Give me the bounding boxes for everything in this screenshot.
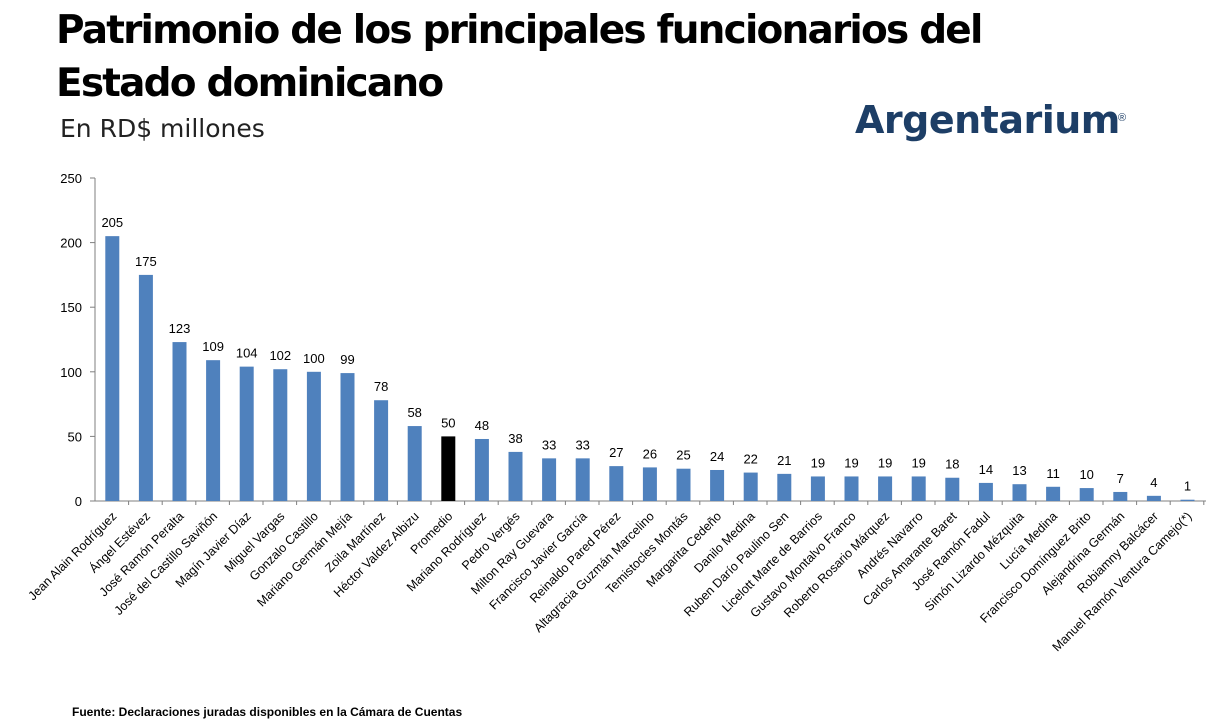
chart-title: Patrimonio de los principales funcionari… — [56, 8, 983, 106]
data-label: 50 — [441, 415, 455, 430]
bar-promedio — [441, 436, 456, 501]
bar — [239, 366, 254, 501]
data-label: 78 — [374, 379, 388, 394]
data-label: 100 — [303, 351, 325, 366]
data-label: 19 — [911, 455, 925, 470]
data-label: 99 — [340, 352, 354, 367]
bar — [710, 469, 725, 501]
registered-mark: ® — [1118, 112, 1127, 124]
bar — [105, 236, 120, 501]
data-label: 33 — [575, 437, 589, 452]
bar — [575, 458, 590, 501]
data-label: 19 — [811, 455, 825, 470]
bar — [138, 274, 153, 501]
bar — [844, 476, 859, 501]
bar — [407, 426, 422, 501]
data-label: 104 — [236, 346, 258, 361]
bar — [374, 400, 389, 501]
bar — [978, 482, 993, 501]
data-label: 48 — [475, 418, 489, 433]
bar — [1012, 484, 1027, 501]
bar — [1046, 486, 1061, 501]
argentarium-logo: Argentarium — [855, 98, 1120, 142]
chart-subtitle: En RD$ millones — [60, 114, 265, 143]
bar — [306, 371, 321, 501]
y-tick-label: 100 — [60, 365, 82, 380]
data-label: 19 — [844, 455, 858, 470]
data-label: 24 — [710, 449, 724, 464]
data-label: 11 — [1046, 466, 1060, 481]
y-tick-label: 0 — [75, 494, 82, 509]
data-label: 13 — [1012, 463, 1026, 478]
data-label: 58 — [407, 405, 421, 420]
bar — [508, 451, 523, 501]
data-label: 102 — [269, 348, 291, 363]
bar — [743, 472, 758, 501]
data-label: 123 — [169, 321, 191, 336]
bar — [1079, 488, 1094, 501]
y-tick-label: 50 — [68, 429, 82, 444]
bar — [206, 360, 221, 501]
bar — [945, 477, 960, 501]
data-label: 18 — [945, 457, 959, 472]
bar — [273, 369, 288, 501]
data-label: 14 — [979, 462, 993, 477]
bar — [642, 467, 657, 501]
data-label: 10 — [1079, 467, 1093, 482]
bar — [878, 476, 893, 501]
bar — [340, 373, 355, 501]
data-label: 27 — [609, 445, 623, 460]
bar — [1146, 495, 1161, 501]
data-label: 38 — [508, 431, 522, 446]
data-label: 33 — [542, 437, 556, 452]
bar — [474, 438, 489, 501]
y-tick-label: 250 — [60, 171, 82, 186]
bar — [1113, 491, 1128, 501]
data-label: 175 — [135, 254, 157, 269]
data-label: 21 — [777, 453, 791, 468]
bar — [542, 458, 557, 501]
bar — [676, 468, 691, 501]
data-label: 109 — [202, 339, 224, 354]
data-label: 4 — [1150, 475, 1157, 490]
data-label: 7 — [1117, 471, 1124, 486]
data-label: 26 — [643, 446, 657, 461]
data-label: 22 — [743, 452, 757, 467]
bar — [172, 342, 187, 501]
bar — [810, 476, 825, 501]
bar — [777, 473, 792, 501]
y-tick-label: 200 — [60, 236, 82, 251]
data-label: 1 — [1184, 479, 1191, 494]
data-label: 19 — [878, 455, 892, 470]
bar — [609, 466, 624, 501]
source-note: Fuente: Declaraciones juradas disponible… — [72, 705, 463, 719]
data-label: 205 — [101, 215, 123, 230]
bar — [911, 476, 926, 501]
y-tick-label: 150 — [60, 300, 82, 315]
bar — [1180, 499, 1195, 501]
data-label: 25 — [676, 448, 690, 463]
